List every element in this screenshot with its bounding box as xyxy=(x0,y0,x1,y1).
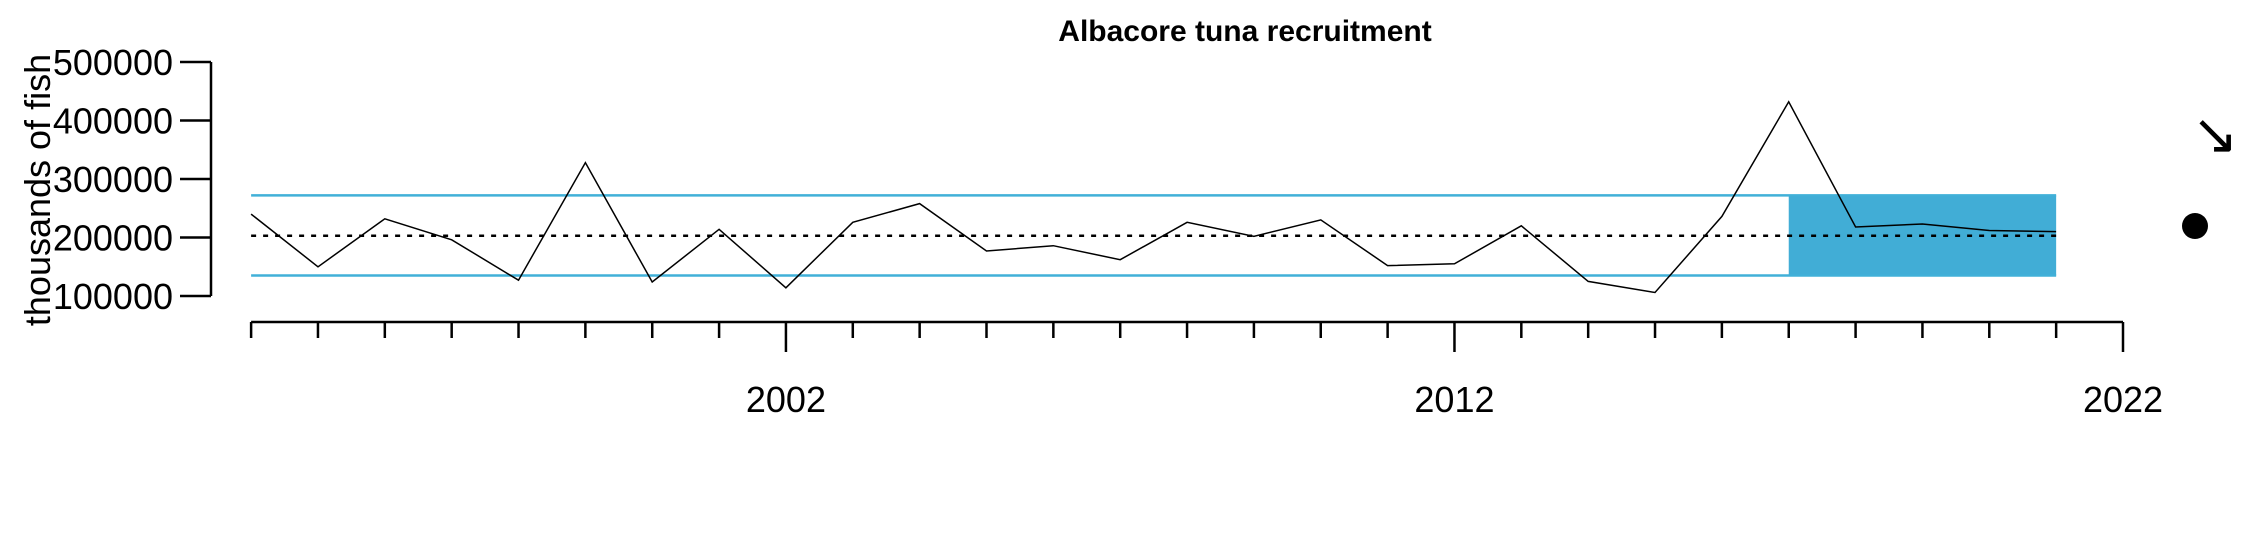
x-tick-label: 2002 xyxy=(746,379,826,420)
series-layer xyxy=(250,100,2057,294)
chart-title: Albacore tuna recruitment xyxy=(1058,15,1431,48)
y-axis-label: thousands of fish xyxy=(17,54,58,326)
y-tick-label: 200000 xyxy=(53,218,173,259)
status-dot-icon xyxy=(2182,213,2208,239)
y-tick-label: 500000 xyxy=(53,42,173,83)
x-tick-label: 2012 xyxy=(1414,379,1494,420)
x-axis: 2002 2012 2022 xyxy=(249,320,2163,420)
band-layer xyxy=(251,194,2057,277)
status-layer: ↘ xyxy=(2182,102,2238,239)
series-line xyxy=(250,100,2057,294)
y-tick-label: 100000 xyxy=(53,276,173,317)
y-tick-label: 400000 xyxy=(53,101,173,142)
y-axis: 100000 200000 300000 400000 500000 xyxy=(53,42,213,317)
trend-arrow-icon: ↘ xyxy=(2192,102,2239,167)
y-tick-label: 300000 xyxy=(53,159,173,200)
x-tick-label: 2022 xyxy=(2083,379,2163,420)
